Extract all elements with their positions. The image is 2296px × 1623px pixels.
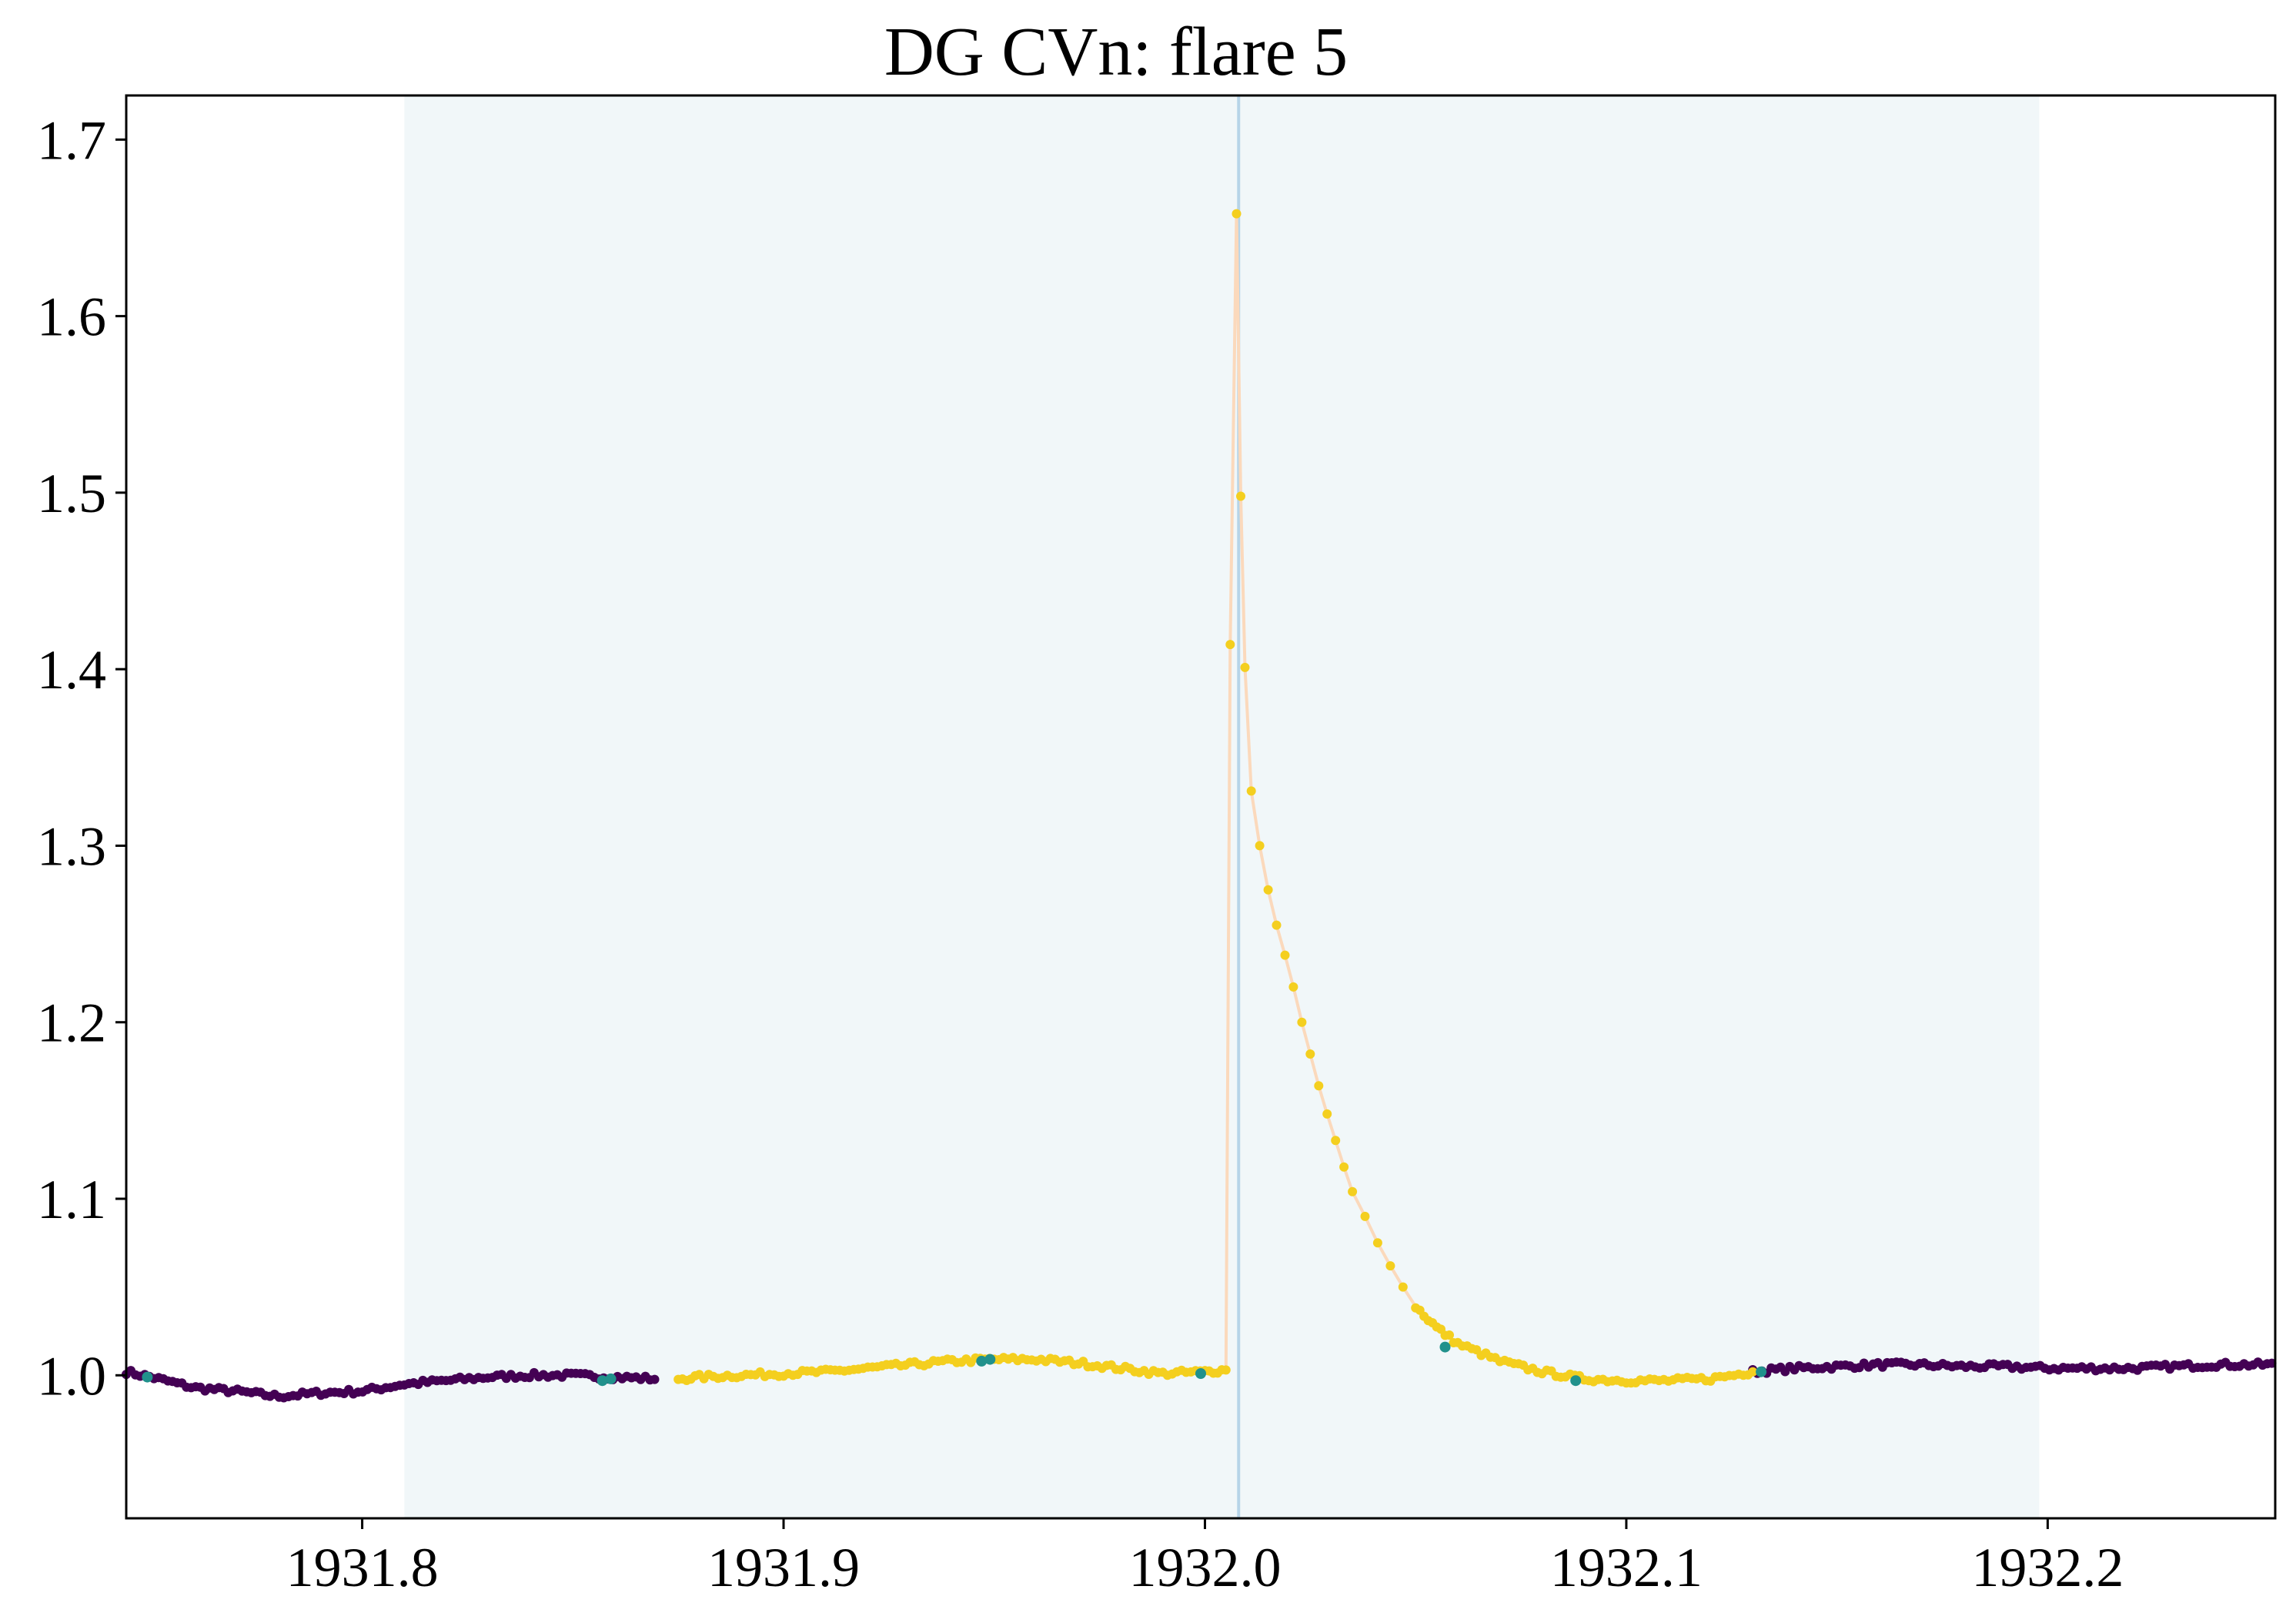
transition-point bbox=[984, 1354, 996, 1365]
y-tick-label: 1.0 bbox=[37, 1345, 106, 1407]
flare-point bbox=[1360, 1211, 1370, 1221]
transition-point bbox=[1195, 1368, 1206, 1379]
flare-point bbox=[1445, 1330, 1454, 1340]
flare-point bbox=[1232, 209, 1242, 219]
flare-point bbox=[1314, 1081, 1324, 1091]
y-axis-ticks: 1.0 1.1 1.2 1.3 1.4 1.5 1.6 1.7 bbox=[37, 109, 126, 1407]
y-tick-label: 1.2 bbox=[37, 992, 106, 1054]
x-tick-label: 1932.0 bbox=[1128, 1537, 1281, 1598]
flare-point bbox=[1398, 1282, 1408, 1292]
axes-frame bbox=[125, 94, 2277, 1520]
flare-point bbox=[1236, 491, 1245, 501]
y-tick-label: 1.5 bbox=[37, 463, 106, 524]
flare-point bbox=[1255, 841, 1265, 851]
flare-point bbox=[1240, 662, 1250, 672]
x-tick-label: 1932.2 bbox=[1971, 1537, 2124, 1598]
chart-title: DG CVn: flare 5 bbox=[884, 14, 1348, 90]
x-tick-label: 1931.8 bbox=[286, 1537, 439, 1598]
shaded-region-layer bbox=[404, 95, 2040, 1518]
y-tick-label: 1.3 bbox=[37, 815, 106, 877]
x-axis-ticks: 1931.8 1931.9 1932.0 1932.1 1932.2 bbox=[286, 1518, 2124, 1598]
x-tick-label: 1932.1 bbox=[1550, 1537, 1703, 1598]
transition-point bbox=[142, 1371, 153, 1383]
data-points-layer bbox=[122, 209, 2277, 1403]
flare-point bbox=[1263, 885, 1273, 895]
y-tick-label: 1.6 bbox=[37, 286, 106, 348]
flare-point bbox=[1748, 1367, 1758, 1377]
flare-point bbox=[1305, 1049, 1315, 1059]
transition-point bbox=[597, 1375, 608, 1387]
plot-frame bbox=[125, 94, 2277, 1520]
flare-point bbox=[1339, 1162, 1349, 1172]
y-tick-label: 1.4 bbox=[37, 639, 106, 701]
flare-point bbox=[1288, 982, 1298, 992]
flare-point bbox=[1272, 920, 1282, 930]
flare-point bbox=[1297, 1017, 1307, 1027]
y-tick-label: 1.1 bbox=[37, 1169, 106, 1230]
flare-point bbox=[1385, 1261, 1395, 1271]
transition-point bbox=[1439, 1341, 1451, 1353]
x-tick-label: 1931.9 bbox=[707, 1537, 860, 1598]
background-point bbox=[650, 1374, 660, 1384]
transition-point bbox=[1756, 1366, 1767, 1377]
transition-point bbox=[976, 1355, 988, 1367]
flare-point bbox=[1331, 1136, 1341, 1146]
flare-point bbox=[1225, 640, 1235, 650]
y-tick-label: 1.7 bbox=[37, 109, 106, 171]
flare-point bbox=[1322, 1109, 1332, 1119]
transition-point bbox=[1570, 1375, 1582, 1387]
flare-point bbox=[1348, 1186, 1358, 1196]
transition-point bbox=[605, 1373, 617, 1384]
flare-point bbox=[1246, 786, 1256, 796]
flare-point bbox=[1221, 1365, 1231, 1375]
flare-point bbox=[1280, 950, 1290, 960]
shaded-region bbox=[404, 95, 2040, 1518]
flare-point bbox=[1372, 1238, 1382, 1248]
